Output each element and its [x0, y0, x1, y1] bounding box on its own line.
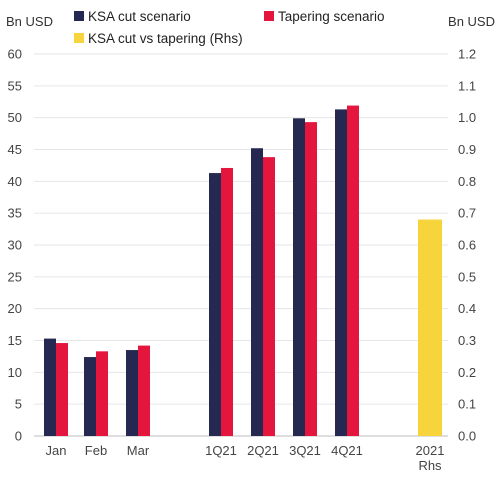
- bar-tapering-jan: [56, 343, 68, 436]
- left-tick-label: 30: [8, 238, 22, 253]
- right-tick-label: 0.4: [458, 301, 476, 316]
- left-tick-label: 20: [8, 301, 22, 316]
- bar-tapering-1q21: [221, 167, 233, 437]
- right-tick-label: 0.2: [458, 365, 476, 380]
- right-tick-label: 0.3: [458, 333, 476, 348]
- right-tick-label: 0.1: [458, 397, 476, 412]
- left-tick-label: 35: [8, 206, 22, 221]
- bars: [44, 105, 442, 437]
- bar-tapering-feb: [96, 351, 108, 436]
- right-tick-label: 0.7: [458, 206, 476, 221]
- legend: KSA cut scenario Tapering scenario KSA c…: [74, 9, 385, 46]
- bar-ksa-cut-4q21: [335, 109, 347, 436]
- left-tick-label: 10: [8, 365, 22, 380]
- legend-label-ksa-cut: KSA cut scenario: [88, 9, 191, 24]
- right-axis-unit: Bn USD: [448, 14, 495, 29]
- category-label: 1Q21: [205, 443, 237, 458]
- left-tick-label: 45: [8, 142, 22, 157]
- legend-swatch-ksa-cut: [74, 11, 84, 21]
- bar-tapering-4q21: [347, 105, 359, 436]
- left-tick-label: 25: [8, 269, 22, 284]
- left-tick-label: 50: [8, 110, 22, 125]
- left-tick-label: 15: [8, 333, 22, 348]
- right-tick-label: 1.0: [458, 110, 476, 125]
- bar-ksa-cut-feb: [84, 357, 96, 436]
- category-label: 3Q21: [289, 443, 321, 458]
- bar-tapering-mar: [138, 345, 150, 436]
- bar-ksa-cut-mar: [126, 350, 138, 436]
- left-tick-label: 55: [8, 78, 22, 93]
- bar-ksa-cut-jan: [44, 338, 56, 436]
- right-axis-ticks: 0.0 0.1 0.2 0.3 0.4 0.5 0.6 0.7 0.8 0.9 1.0 1.1 1.2: [458, 47, 476, 444]
- category-label-rhs: 2021: [416, 443, 445, 458]
- left-tick-label: 5: [15, 397, 22, 412]
- legend-swatch-ksa-vs-tapering: [74, 33, 84, 43]
- category-label: Mar: [127, 443, 150, 458]
- bar-tapering-2q21: [263, 157, 275, 436]
- left-tick-label: 40: [8, 174, 22, 189]
- right-tick-label: 0.0: [458, 429, 476, 444]
- left-axis-ticks: 0 5 10 15 20 25 30 35 40 45 50 55 60: [8, 47, 22, 444]
- bar-ksa-cut-1q21: [209, 173, 221, 436]
- category-label: Feb: [85, 443, 107, 458]
- right-tick-label: 1.1: [458, 78, 476, 93]
- category-label: 2Q21: [247, 443, 279, 458]
- bar-ksa-cut-2q21: [251, 148, 263, 436]
- bar-ksa-cut-vs-tapering-2021: [418, 219, 442, 436]
- category-label-rhs: Rhs: [418, 458, 442, 473]
- right-tick-label: 1.2: [458, 47, 476, 62]
- bar-ksa-cut-3q21: [293, 118, 305, 436]
- left-tick-label: 0: [15, 429, 22, 444]
- category-label: Jan: [46, 443, 67, 458]
- left-axis-unit: Bn USD: [6, 14, 53, 29]
- bar-tapering-3q21: [305, 122, 317, 436]
- right-tick-label: 0.5: [458, 269, 476, 284]
- category-label: 4Q21: [331, 443, 363, 458]
- legend-swatch-tapering: [264, 11, 274, 21]
- right-tick-label: 0.9: [458, 142, 476, 157]
- right-tick-label: 0.8: [458, 174, 476, 189]
- left-tick-label: 60: [8, 47, 22, 62]
- legend-label-ksa-vs-tapering: KSA cut vs tapering (Rhs): [88, 31, 243, 46]
- right-tick-label: 0.6: [458, 238, 476, 253]
- legend-label-tapering: Tapering scenario: [278, 9, 385, 24]
